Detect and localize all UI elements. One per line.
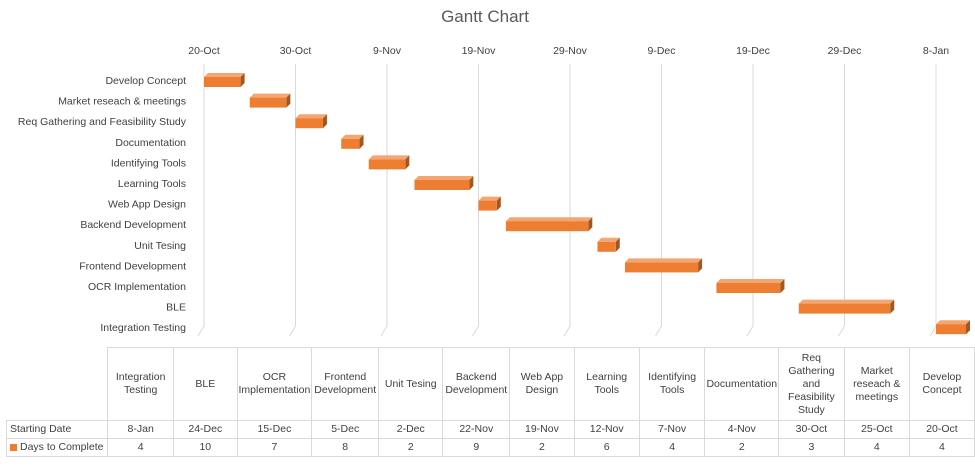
task-label: Learning Tools bbox=[118, 178, 186, 190]
table-column-header: Develop Concept bbox=[908, 347, 975, 421]
table-column-header: Unit Tesing bbox=[378, 347, 444, 421]
task-bars bbox=[204, 73, 970, 335]
gantt-chart: Gantt Chart 20-Oct 30-Oct 9-Nov 19-Nov 29-No… bbox=[18, 7, 970, 337]
x-tick-label: 8-Jan bbox=[923, 45, 949, 57]
x-tick-label: 9-Nov bbox=[373, 45, 402, 57]
task-label: Frontend Development bbox=[79, 260, 186, 272]
data-table: Integration Testing BLE OCR Implementation… bbox=[5, 347, 975, 457]
task-bar bbox=[204, 73, 245, 87]
table-cell-days: 4 bbox=[908, 438, 975, 457]
gridline bbox=[289, 64, 296, 337]
task-label: Web App Design bbox=[108, 199, 186, 211]
table-cell-days: 2 bbox=[378, 438, 444, 457]
table-cell-start: 5-Dec bbox=[311, 420, 380, 439]
task-bar bbox=[936, 320, 970, 335]
table-cell-days: 6 bbox=[573, 438, 640, 457]
table-column-header: Req Gathering and Feasibility Study bbox=[778, 347, 845, 421]
x-axis-ticks: 20-Oct 30-Oct 9-Nov 19-Nov 29-Nov 9-Dec 19-Dec… bbox=[188, 45, 949, 57]
task-bar bbox=[597, 237, 620, 252]
task-bar bbox=[505, 217, 593, 232]
x-tick-label: 29-Nov bbox=[553, 45, 588, 57]
table-column-header: Identifying Tools bbox=[638, 347, 706, 421]
table-cell-start: 12-Nov bbox=[573, 420, 640, 439]
table-column-header: OCR Implementation bbox=[236, 347, 313, 421]
table-cell-start: 24-Dec bbox=[173, 420, 238, 439]
task-bar bbox=[716, 279, 785, 293]
task-label: Develop Concept bbox=[105, 75, 186, 87]
table-cell-start: 22-Nov bbox=[442, 420, 511, 439]
table-cell-days: 8 bbox=[311, 438, 380, 457]
table-cell-start: 4-Nov bbox=[704, 420, 780, 439]
gridline bbox=[563, 64, 571, 337]
task-bar bbox=[249, 93, 291, 108]
table-cell-start: 20-Oct bbox=[908, 420, 975, 439]
table-column-header: Frontend Development bbox=[311, 347, 380, 421]
table-cell-days: 4 bbox=[843, 438, 910, 457]
x-tick-label: 30-Oct bbox=[280, 45, 312, 57]
task-label: Identifying Tools bbox=[111, 157, 186, 169]
table-column-header: Documentation bbox=[704, 347, 780, 421]
table-column-header: Learning Tools bbox=[573, 347, 640, 421]
task-bar bbox=[295, 114, 327, 129]
legend-key-days-to-complete bbox=[10, 443, 17, 451]
task-bar bbox=[798, 299, 895, 314]
gridline bbox=[380, 64, 388, 337]
task-bar bbox=[368, 155, 410, 170]
table-corner bbox=[6, 347, 109, 421]
table-cell-start: 25-Oct bbox=[843, 420, 910, 439]
table-column-header: Integration Testing bbox=[107, 347, 175, 421]
task-label: Documentation bbox=[115, 137, 186, 149]
gridline bbox=[472, 64, 479, 337]
gridline bbox=[838, 64, 845, 337]
table-cell-days: 7 bbox=[236, 438, 313, 457]
gridline bbox=[655, 64, 662, 337]
gridline bbox=[746, 64, 754, 337]
task-labels: Develop Concept Market reseach & meetings… bbox=[18, 75, 187, 334]
task-label: Req Gathering and Feasibility Study bbox=[18, 116, 187, 128]
task-bar bbox=[624, 258, 703, 273]
table-cell-days: 4 bbox=[107, 438, 175, 457]
x-tick-label: 20-Oct bbox=[188, 45, 220, 57]
table-cell-start: 8-Jan bbox=[107, 420, 175, 439]
chart-title: Gantt Chart bbox=[441, 7, 529, 26]
gridline bbox=[197, 64, 205, 337]
legend-label-days-to-complete: Days to Complete bbox=[20, 441, 104, 453]
row-header-days-to-complete: Days to Complete bbox=[5, 438, 109, 457]
table-header-row: Integration Testing BLE OCR Implementation… bbox=[6, 347, 975, 421]
table-row-days-to-complete: Days to Complete 4 10 7 8 2 9 2 6 4 2 3 4 4 bbox=[5, 438, 975, 457]
x-tick-label: 29-Dec bbox=[828, 45, 862, 57]
row-header-starting-date: Starting Date bbox=[5, 420, 109, 439]
table-cell-days: 9 bbox=[442, 438, 511, 457]
grid-lines bbox=[197, 64, 937, 337]
x-tick-label: 19-Nov bbox=[462, 45, 497, 57]
task-label: Market reseach & meetings bbox=[58, 96, 186, 108]
table-cell-days: 10 bbox=[173, 438, 238, 457]
task-bar bbox=[341, 134, 364, 149]
task-label: Unit Tesing bbox=[134, 240, 186, 252]
table-cell-start: 7-Nov bbox=[638, 420, 706, 439]
task-label: BLE bbox=[166, 302, 186, 314]
table-column-header: Backend Development bbox=[442, 347, 511, 421]
task-label: Backend Development bbox=[80, 219, 186, 231]
table-column-header: BLE bbox=[173, 347, 238, 421]
table-cell-start: 30-Oct bbox=[778, 420, 845, 439]
table-cell-start: 2-Dec bbox=[378, 420, 444, 439]
x-tick-label: 9-Dec bbox=[647, 45, 675, 57]
table-cell-days: 3 bbox=[778, 438, 845, 457]
table-column-header: Market reseach & meetings bbox=[843, 347, 910, 421]
table-row-starting-date: Starting Date 8-Jan 24-Dec 15-Dec 5-Dec 2-De… bbox=[5, 420, 975, 439]
table-column-header: Web App Design bbox=[509, 347, 575, 421]
task-label: OCR Implementation bbox=[88, 281, 186, 293]
x-tick-label: 19-Dec bbox=[736, 45, 770, 57]
table-cell-days: 2 bbox=[704, 438, 780, 457]
table-cell-days: 2 bbox=[509, 438, 575, 457]
task-bar bbox=[414, 176, 474, 190]
table-cell-start: 19-Nov bbox=[509, 420, 575, 439]
task-bar bbox=[478, 196, 501, 211]
gridline bbox=[929, 64, 937, 337]
task-label: Integration Testing bbox=[100, 322, 186, 334]
table-cell-days: 4 bbox=[638, 438, 706, 457]
table-cell-start: 15-Dec bbox=[236, 420, 313, 439]
